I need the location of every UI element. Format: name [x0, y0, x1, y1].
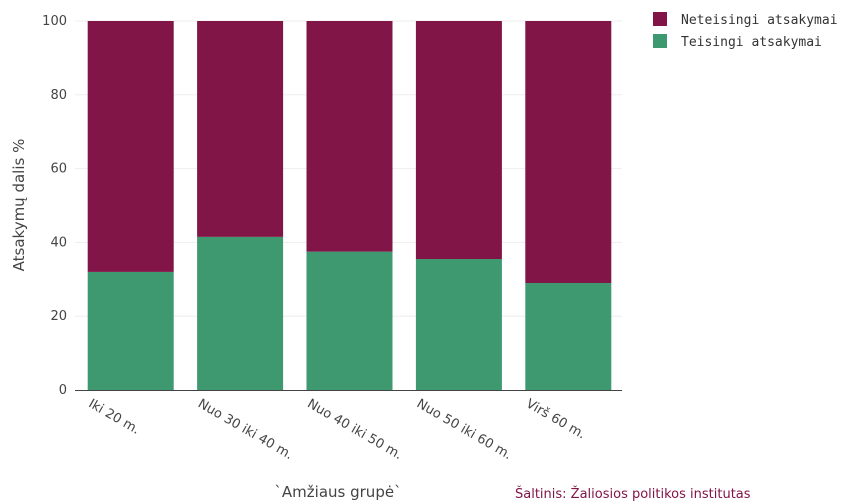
- x-axis-ticks: Iki 20 m. Nuo 30 iki 40 m. Nuo 40 iki 50 m…: [86, 396, 588, 463]
- bar-neteisingi-atsakymai: [87, 21, 174, 272]
- y-tick-label: 0: [59, 383, 67, 398]
- y-axis-ticks: 0 20 40 60 80 100: [42, 14, 67, 398]
- bar-teisingi-atsakymai: [197, 236, 284, 390]
- bar-teisingi-atsakymai: [525, 282, 612, 390]
- legend-swatch: [653, 12, 667, 26]
- y-tick-label: 40: [50, 235, 67, 250]
- bar-neteisingi-atsakymai: [306, 21, 393, 252]
- legend-swatch: [653, 34, 667, 48]
- bar-teisingi-atsakymai: [415, 259, 502, 390]
- x-tick-label: Nuo 30 iki 40 m.: [195, 396, 295, 463]
- x-axis-title: `Amžiaus grupė`: [274, 483, 401, 501]
- bar-teisingi-atsakymai: [306, 251, 393, 390]
- y-axis-title: Atsakymų dalis %: [10, 139, 28, 272]
- bar-neteisingi-atsakymai: [197, 21, 284, 237]
- bar-neteisingi-atsakymai: [525, 21, 612, 283]
- bar-neteisingi-atsakymai: [415, 21, 502, 260]
- legend-label: Teisingi atsakymai: [681, 35, 822, 50]
- x-tick-label: Iki 20 m.: [86, 396, 142, 437]
- legend: Neteisingi atsakymai Teisingi atsakymai: [653, 12, 838, 50]
- x-tick-label: Nuo 40 iki 50 m.: [305, 396, 405, 463]
- y-tick-label: 20: [50, 309, 67, 324]
- y-tick-label: 100: [42, 14, 67, 29]
- y-tick-label: 80: [50, 88, 67, 103]
- source-note: Šaltinis: Žaliosios politikos institutas: [515, 486, 751, 502]
- bar-teisingi-atsakymai: [87, 271, 174, 390]
- bars: [87, 21, 612, 390]
- x-tick-label: Nuo 50 iki 60 m.: [414, 396, 514, 463]
- y-tick-label: 60: [50, 162, 67, 177]
- legend-label: Neteisingi atsakymai: [681, 13, 838, 28]
- x-tick-label: Virš 60 m.: [523, 396, 588, 442]
